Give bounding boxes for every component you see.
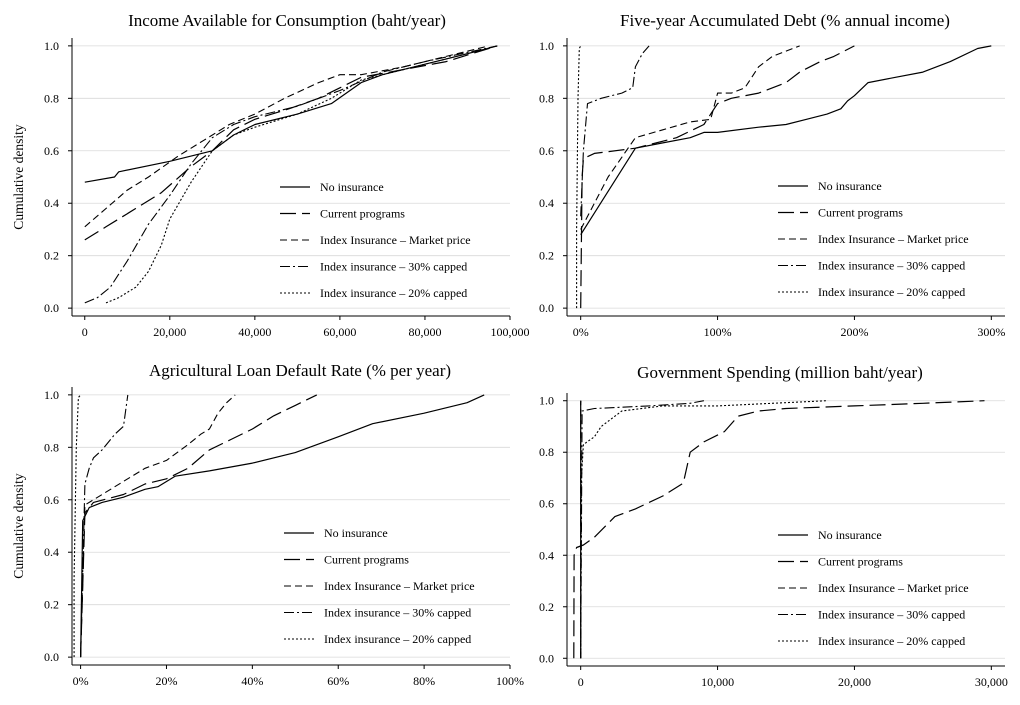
legend-label: Index insurance – 20% capped (818, 285, 965, 299)
legend-label: Index insurance – 30% capped (324, 606, 471, 620)
x-tick-label: 20,000 (153, 325, 186, 339)
series-line-2 (80, 394, 318, 658)
chart-panel-2: Five-year Accumulated Debt (% annual inc… (539, 11, 1005, 339)
x-tick-label: 40% (241, 674, 263, 688)
legend-label: Current programs (818, 555, 903, 569)
legend-label: No insurance (818, 528, 882, 542)
chart-title: Agricultural Loan Default Rate (% per ye… (149, 361, 451, 380)
x-tick-label: 10,000 (701, 675, 734, 689)
y-tick-label: 1.0 (539, 394, 554, 408)
x-tick-label: 60,000 (323, 325, 356, 339)
legend-label: Index Insurance – Market price (818, 581, 969, 595)
series-line-5 (576, 45, 582, 309)
legend-label: Index insurance – 20% capped (324, 632, 471, 646)
y-tick-label: 0.4 (44, 196, 59, 210)
legend-label: Index Insurance – Market price (818, 232, 969, 246)
y-axis-label: Cumulative density (11, 124, 26, 230)
legend-label: Index Insurance – Market price (324, 579, 475, 593)
legend-label: Index Insurance – Market price (320, 233, 471, 247)
y-tick-label: 0.8 (539, 91, 554, 105)
x-tick-label: 30,000 (975, 675, 1008, 689)
y-tick-label: 0.0 (44, 650, 59, 664)
chart-panel-1: Income Available for Consumption (baht/y… (11, 11, 530, 339)
legend: No insurance Current programs Index Insura… (280, 180, 471, 300)
series-line-1 (580, 45, 992, 236)
y-tick-label: 1.0 (44, 388, 59, 402)
y-tick-label: 0.2 (44, 249, 59, 263)
y-tick-label: 0.6 (539, 497, 554, 511)
series-line-1 (80, 394, 485, 658)
y-tick-label: 0.0 (539, 651, 554, 665)
y-tick-label: 0.6 (44, 144, 59, 158)
series-line-2 (573, 400, 985, 659)
legend-label: Current programs (324, 553, 409, 567)
series-line-4 (80, 394, 129, 658)
chart-title: Government Spending (million baht/year) (637, 363, 923, 382)
legend: No insurance Current programs Index Insura… (778, 528, 969, 648)
y-tick-label: 0.0 (44, 301, 59, 315)
legend-label: Current programs (818, 206, 903, 220)
series-line-1 (84, 45, 498, 183)
x-tick-label: 100,000 (491, 325, 530, 339)
y-axis-label: Cumulative density (11, 473, 26, 579)
y-tick-label: 0.2 (44, 598, 59, 612)
x-tick-label: 40,000 (238, 325, 271, 339)
x-tick-label: 100% (496, 674, 524, 688)
legend-label: Index insurance – 20% capped (818, 634, 965, 648)
x-tick-label: 80,000 (408, 325, 441, 339)
series-line-2 (580, 45, 855, 309)
x-tick-label: 300% (977, 325, 1005, 339)
y-tick-label: 0.2 (539, 600, 554, 614)
series-line-4 (580, 45, 650, 217)
chart-title: Income Available for Consumption (baht/y… (128, 11, 446, 30)
legend-label: No insurance (320, 180, 384, 194)
legend-label: Current programs (320, 207, 405, 221)
legend-label: No insurance (324, 526, 388, 540)
y-tick-label: 0.4 (539, 548, 554, 562)
y-tick-label: 0.8 (44, 440, 59, 454)
legend-label: Index insurance – 30% capped (320, 260, 467, 274)
series-line-4 (580, 400, 705, 659)
chart-panel-4: Government Spending (million baht/year) 0… (539, 363, 1008, 689)
x-tick-label: 0% (73, 674, 89, 688)
series-line-2 (84, 45, 498, 241)
legend-label: Index insurance – 20% capped (320, 286, 467, 300)
y-tick-label: 0.4 (539, 196, 554, 210)
x-tick-label: 60% (327, 674, 349, 688)
y-tick-label: 0.8 (44, 91, 59, 105)
series-line-5 (105, 45, 498, 304)
legend: No insurance Current programs Index Insura… (778, 179, 969, 299)
x-tick-label: 0% (573, 325, 589, 339)
legend-label: Index insurance – 30% capped (818, 608, 965, 622)
chart-title: Five-year Accumulated Debt (% annual inc… (620, 11, 950, 30)
legend-label: Index insurance – 30% capped (818, 259, 965, 273)
legend: No insurance Current programs Index Insura… (284, 526, 475, 646)
y-tick-label: 0.8 (539, 445, 554, 459)
x-tick-label: 0 (82, 325, 88, 339)
x-tick-label: 20,000 (838, 675, 871, 689)
y-tick-label: 0.0 (539, 301, 554, 315)
y-tick-label: 1.0 (44, 39, 59, 53)
x-tick-label: 100% (704, 325, 732, 339)
x-tick-label: 200% (840, 325, 868, 339)
series-line-5 (73, 394, 82, 658)
y-tick-label: 0.2 (539, 249, 554, 263)
series-line-3 (580, 45, 800, 230)
y-tick-label: 0.4 (44, 545, 59, 559)
chart-panel-3: Agricultural Loan Default Rate (% per ye… (11, 361, 524, 688)
x-tick-label: 0 (578, 675, 584, 689)
x-tick-label: 20% (155, 674, 177, 688)
y-tick-label: 0.6 (539, 144, 554, 158)
legend-label: No insurance (818, 179, 882, 193)
x-tick-label: 80% (413, 674, 435, 688)
y-tick-label: 0.6 (44, 493, 59, 507)
y-tick-label: 1.0 (539, 39, 554, 53)
series-line-3 (80, 394, 236, 658)
series-line-3 (84, 45, 489, 228)
series-line-5 (580, 400, 828, 659)
